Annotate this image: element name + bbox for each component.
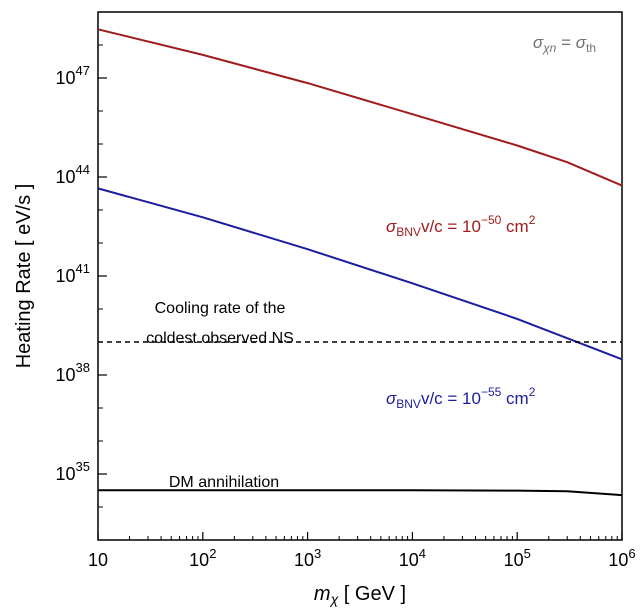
series-label-bnv-55: σBNVv/c = 10−55 cm2: [386, 385, 536, 411]
x-tick-label: 105: [504, 546, 531, 570]
x-tick-label: 106: [608, 546, 635, 570]
series-line-bnv-50: [97, 28, 623, 187]
cooling-annotation-line2: coldest observed NS: [146, 330, 294, 347]
x-axis-label: mχ [ GeV ]: [314, 583, 406, 607]
y-tick-label: 1038: [56, 360, 91, 385]
x-tick-label: 102: [189, 546, 216, 570]
y-ticks: 1035 1038 1041 1044 1047: [56, 11, 107, 541]
cooling-annotation-line1: Cooling rate of the: [155, 300, 286, 317]
cross-section-annotation: σχn = σth: [533, 33, 596, 55]
y-tick-label: 1047: [56, 63, 91, 88]
y-tick-label: 1035: [56, 459, 91, 484]
x-tick-label: 103: [294, 546, 321, 570]
series-label-bnv-50: σBNVv/c = 10−50 cm2: [386, 213, 536, 239]
y-axis-label: Heating Rate [ eV/s ]: [13, 184, 35, 369]
x-tick-label: 104: [399, 546, 426, 570]
y-tick-label: 1044: [56, 162, 91, 187]
series-line-bnv-55: [97, 187, 623, 361]
x-ticks: 10 102 103 104 105 106: [88, 532, 636, 570]
x-tick-label: 10: [88, 550, 108, 570]
series-layer: [97, 28, 623, 497]
y-tick-label: 1041: [56, 261, 91, 286]
plot-frame: [97, 11, 623, 541]
series-line-dm-annihilation: [98, 489, 623, 497]
dm-annihilation-annotation: DM annihilation: [169, 474, 279, 491]
